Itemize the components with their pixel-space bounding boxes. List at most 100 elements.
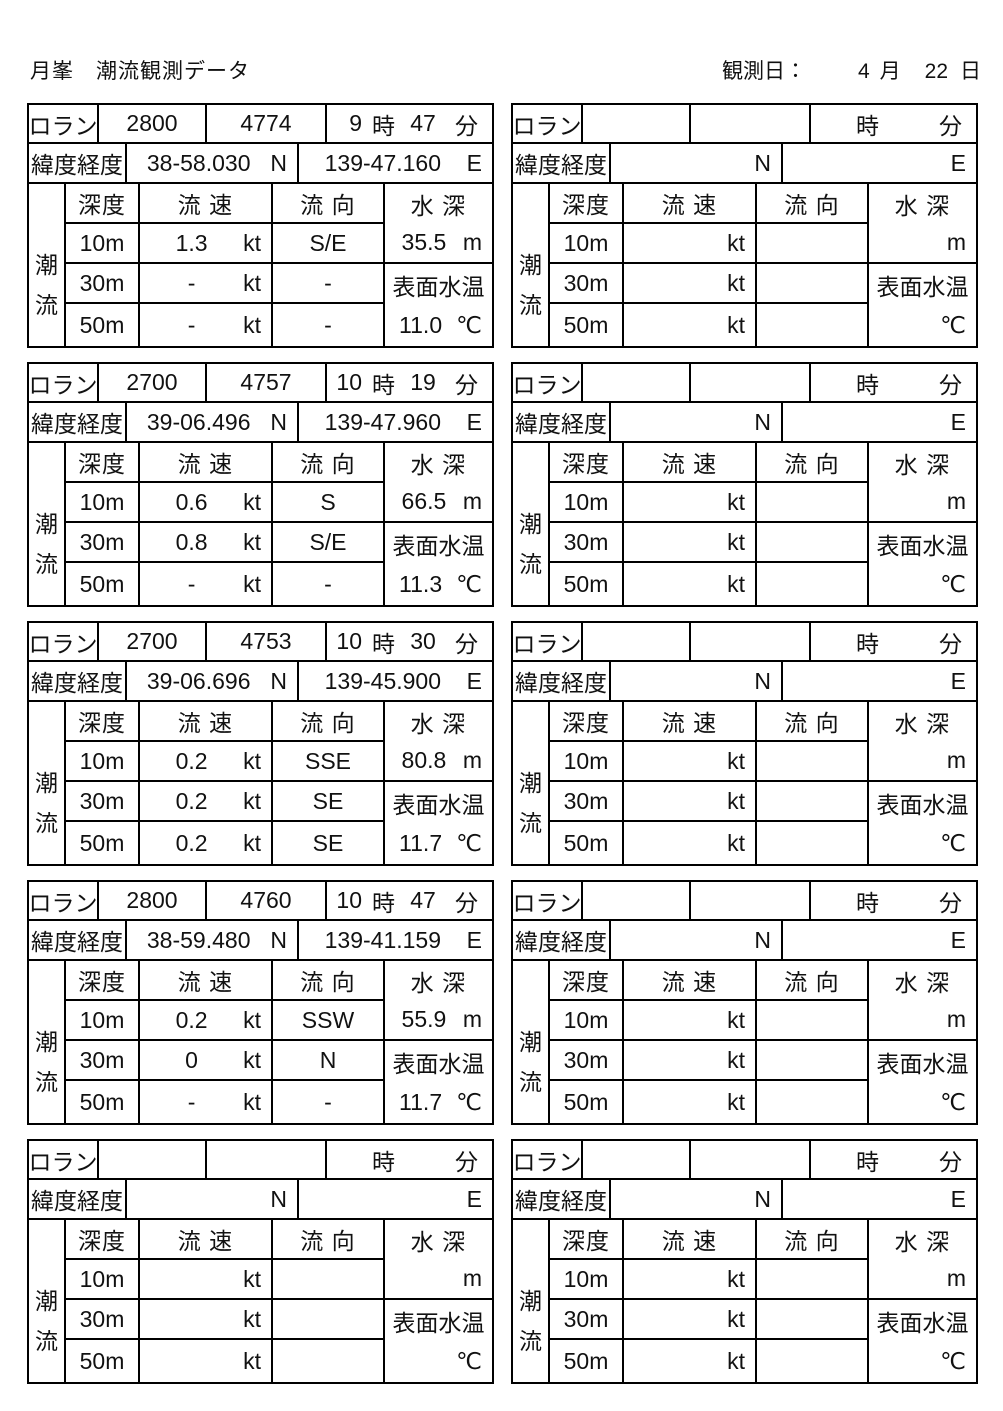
minute-unit-label: 分 xyxy=(939,371,962,398)
water-depth-header: 水 深 xyxy=(410,451,467,478)
longitude-value: 139-47.160 xyxy=(324,149,442,176)
water-depth-value-line: m xyxy=(869,1000,976,1039)
loran-value-1 xyxy=(583,882,691,919)
current-char: 流 xyxy=(519,551,542,577)
speed-header: 流 速 xyxy=(624,184,757,224)
speed-10m-cell: kt xyxy=(624,224,757,264)
current-char: 流 xyxy=(519,292,542,318)
speed-header: 流 速 xyxy=(140,961,273,1001)
celsius-unit-label: ℃ xyxy=(940,1088,966,1115)
kt-unit-label: kt xyxy=(727,1347,745,1374)
tide-current-body: 潮 流 深度 流 速 流 向 水 深 35.5 m 10m 1.3 kt S/E… xyxy=(29,184,492,346)
speed-header: 流 速 xyxy=(624,443,757,483)
kt-unit-label: kt xyxy=(243,829,261,856)
tide-current-label: 潮 流 xyxy=(513,961,550,1123)
depth-50m-label: 50m xyxy=(66,1340,140,1382)
latlon-label: 緯度経度 xyxy=(513,1180,611,1218)
kt-unit-label: kt xyxy=(243,528,261,555)
latitude-cell: N xyxy=(127,1180,299,1218)
depth-10m-label: 10m xyxy=(550,742,624,782)
observation-table: ロラン 時 分 緯度経度 N E 潮 流 xyxy=(27,1139,494,1384)
meter-unit-label: m xyxy=(946,229,966,255)
tide-char: 潮 xyxy=(519,511,542,537)
surface-temp-label: 表面水温 xyxy=(392,1051,485,1077)
latitude-cell: 38-58.030 N xyxy=(127,144,299,182)
speed-30m-value: - xyxy=(187,269,196,296)
depth-header: 深度 xyxy=(550,184,624,224)
loran-value-1 xyxy=(99,1141,207,1178)
loran-label: ロラン xyxy=(513,623,583,660)
depth-header: 深度 xyxy=(66,702,140,742)
month-unit-label: 月 xyxy=(879,60,901,83)
water-depth-cell: 水 深 55.9 m xyxy=(385,961,492,1041)
tide-current-label: 潮 流 xyxy=(29,1220,66,1382)
surface-temp-value-line: 11.0 ℃ xyxy=(385,305,492,345)
hour-unit-label: 時 xyxy=(856,112,879,139)
tide-char: 潮 xyxy=(35,770,58,796)
depth-header: 深度 xyxy=(66,1220,140,1260)
hour-value: 10 xyxy=(336,369,362,395)
surface-temp-label: 表面水温 xyxy=(876,274,969,300)
surface-temp-value: 11.0 xyxy=(399,311,443,338)
minute-value: 19 xyxy=(410,369,436,395)
surface-temp-cell: 表面水温 11.3 ℃ xyxy=(385,523,492,605)
observation-table: ロラン 時 分 緯度経度 N E 潮 流 xyxy=(511,1139,978,1384)
hour-unit-label: 時 xyxy=(372,1148,395,1175)
minute-unit-label: 分 xyxy=(455,371,478,398)
speed-10m-value: 0.2 xyxy=(175,747,208,774)
meter-unit-label: m xyxy=(946,1265,966,1291)
depth-50m-label: 50m xyxy=(66,1081,140,1123)
longitude-cell: E xyxy=(783,144,976,182)
water-depth-cell: 水 深 m xyxy=(869,184,976,264)
surface-temp-label: 表面水温 xyxy=(392,533,485,559)
surface-temp-value-line: 11.7 ℃ xyxy=(385,1082,492,1122)
north-label: N xyxy=(270,667,287,694)
surface-temp-cell: 表面水温 11.7 ℃ xyxy=(385,1041,492,1123)
observation-table: ロラン 時 分 緯度経度 N E 潮 流 xyxy=(511,880,978,1125)
tide-char: 潮 xyxy=(35,252,58,278)
loran-label: ロラン xyxy=(513,882,583,919)
hour-value: 10 xyxy=(336,628,362,654)
observation-month-value: 4 xyxy=(857,60,870,83)
meter-unit-label: m xyxy=(462,1006,482,1032)
time-cell: 時 分 xyxy=(327,1141,492,1178)
depth-header: 深度 xyxy=(66,961,140,1001)
kt-unit-label: kt xyxy=(243,311,261,338)
latlon-row: 緯度経度 39-06.696 N 139-45.900 E xyxy=(29,662,492,702)
depth-10m-label: 10m xyxy=(66,1260,140,1300)
kt-unit-label: kt xyxy=(727,1305,745,1332)
loran-label: ロラン xyxy=(513,105,583,142)
meter-unit-label: m xyxy=(462,747,482,773)
tide-current-label: 潮 流 xyxy=(29,184,66,346)
meter-unit-label: m xyxy=(946,747,966,773)
speed-10m-cell: 0.2 kt xyxy=(140,742,273,782)
depth-50m-label: 50m xyxy=(66,304,140,346)
speed-50m-cell: kt xyxy=(624,1340,757,1382)
direction-header: 流 向 xyxy=(757,702,869,742)
speed-30m-cell: 0 kt xyxy=(140,1041,273,1081)
time-cell: 10 時 19 分 xyxy=(327,364,492,401)
water-depth-header: 水 深 xyxy=(410,1228,467,1255)
north-label: N xyxy=(754,926,771,953)
latitude-value: 38-59.480 xyxy=(146,926,251,953)
observation-table: ロラン 時 分 緯度経度 N E 潮 流 xyxy=(511,103,978,348)
direction-50m-value xyxy=(757,1340,869,1382)
kt-unit-label: kt xyxy=(727,311,745,338)
speed-50m-cell: - kt xyxy=(140,1081,273,1123)
current-char: 流 xyxy=(35,1069,58,1095)
water-depth-value-line: 35.5 m xyxy=(385,223,492,262)
surface-temp-label: 表面水温 xyxy=(876,792,969,818)
current-char: 流 xyxy=(35,551,58,577)
depth-header: 深度 xyxy=(66,184,140,224)
north-label: N xyxy=(754,149,771,176)
minute-unit-label: 分 xyxy=(455,889,478,916)
loran-value-1: 2800 xyxy=(99,105,207,142)
observation-table: ロラン 2700 4757 10 時 19 分 緯度経度 39-06.496 N… xyxy=(27,362,494,607)
loran-value-1 xyxy=(583,105,691,142)
direction-header: 流 向 xyxy=(757,961,869,1001)
celsius-unit-label: ℃ xyxy=(940,829,966,856)
kt-unit-label: kt xyxy=(243,1006,261,1033)
direction-50m-value: SE xyxy=(273,822,385,864)
longitude-cell: 139-41.159 E xyxy=(299,921,492,959)
